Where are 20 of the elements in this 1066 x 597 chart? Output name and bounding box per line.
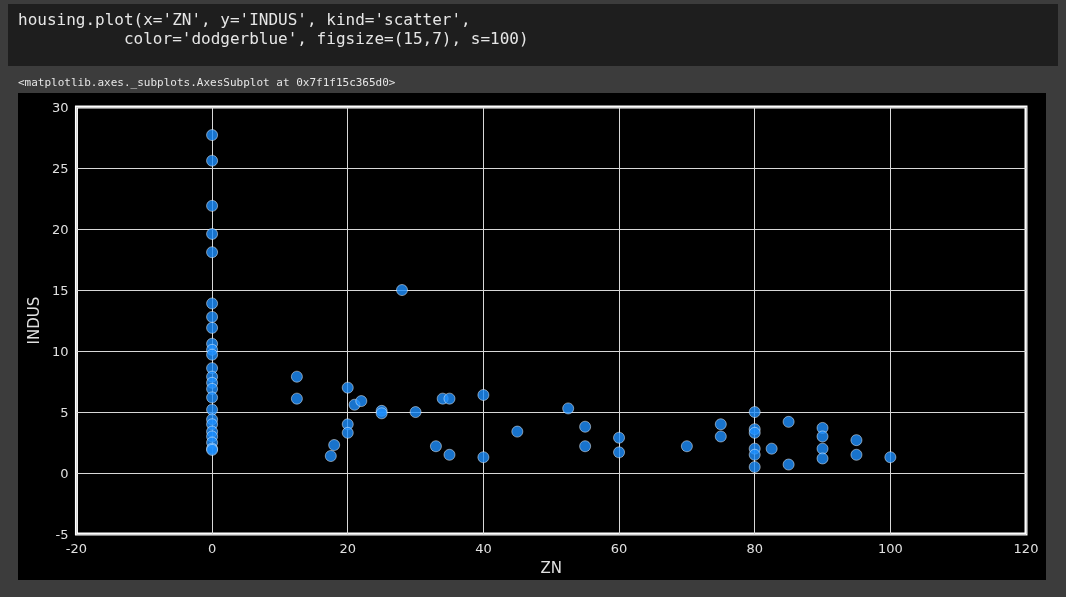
y-tick-label: 10: [51, 343, 69, 359]
x-tick-label: 100: [877, 541, 903, 557]
text: housing.plot(x='ZN', y='INDUS', kind='scatter', color='dodgerblue', figsize=(15,7), s=100): [8, 4, 1058, 66]
y-tick-label: -5: [55, 526, 69, 542]
text: <matplotlib.axes._subplots.AxesSubplot at 0x7f1f15c365d0>: [18, 76, 396, 89]
x-tick-label: 120: [1013, 541, 1039, 557]
y-tick-label: 20: [51, 221, 69, 237]
y-tick-label: 15: [51, 282, 69, 298]
x-tick-label: 20: [339, 541, 357, 557]
y-tick-label: 25: [51, 160, 69, 176]
x-tick-label: 0: [207, 541, 217, 557]
y-tick-label: 30: [51, 99, 69, 115]
y-tick-label: 0: [60, 465, 69, 481]
x-axis-title: ZN: [540, 558, 562, 577]
x-tick-label: -20: [65, 541, 88, 557]
y-tick-label: 5: [60, 404, 69, 420]
x-tick-label: 40: [475, 541, 492, 557]
x-tick-label: 80: [746, 541, 763, 557]
x-tick-label: 60: [610, 541, 628, 557]
y-axis-title: INDUS: [24, 296, 43, 345]
